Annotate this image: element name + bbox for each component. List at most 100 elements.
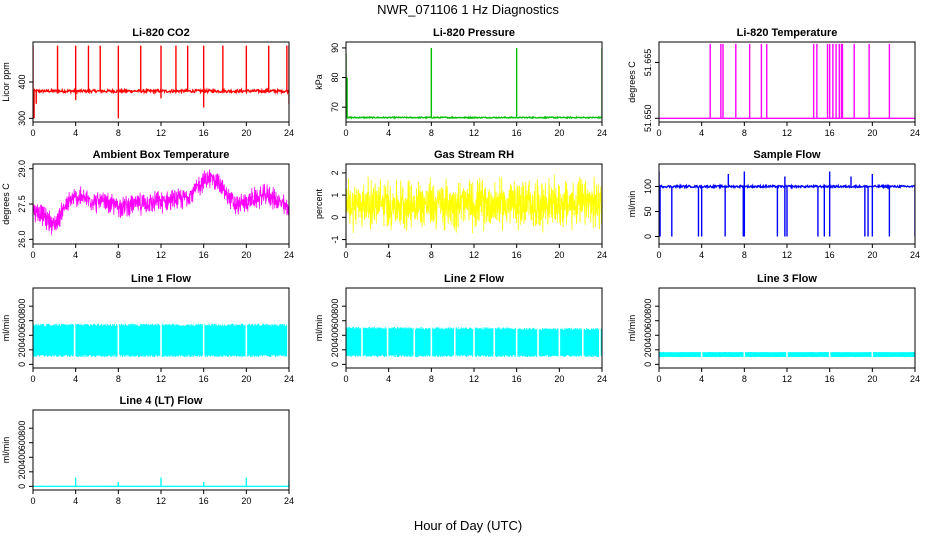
y-tick-label: 51.650 [643, 105, 653, 133]
series-pressure [346, 47, 602, 120]
x-tick-label: 12 [469, 250, 479, 260]
x-tick-label: 4 [386, 250, 391, 260]
x-tick-label: 16 [512, 374, 522, 384]
data-line [346, 174, 602, 234]
y-tick-label: 800 [17, 299, 27, 314]
y-tick-label: 800 [643, 299, 653, 314]
panel-box_temp: Ambient Box Temperature degrees C 0 4 8 12 16 2… [1, 149, 294, 260]
plot-frame [345, 41, 603, 123]
x-tick-label: 8 [116, 496, 121, 506]
y-axis-label: ml/min [627, 191, 637, 218]
y-tick-label: 0 [643, 234, 653, 239]
x-tick-label: 8 [429, 374, 434, 384]
x-tick-label: 24 [284, 250, 294, 260]
x-tick-label: 8 [742, 128, 747, 138]
x-tick-label: 20 [554, 250, 564, 260]
series-box_temp [33, 169, 289, 235]
y-tick-label: 0 [330, 215, 340, 220]
panel-title: Li-820 Pressure [433, 27, 515, 39]
x-tick-label: 16 [512, 250, 522, 260]
y-tick-label: 600 [17, 435, 27, 450]
x-tick-label: 20 [554, 128, 564, 138]
x-tick-label: 4 [386, 374, 391, 384]
x-tick-label: 12 [782, 374, 792, 384]
y-tick-label: 200 [330, 342, 340, 357]
x-axis-label: Hour of Day (UTC) [413, 518, 523, 533]
x-tick-label: 12 [156, 128, 166, 138]
y-tick-label: 70 [330, 102, 340, 112]
x-tick-label: 24 [910, 128, 920, 138]
y-tick-label: 0 [17, 362, 27, 367]
x-tick-label: 0 [30, 250, 35, 260]
x-tick-label: 4 [73, 496, 78, 506]
x-tick-label: 24 [910, 250, 920, 260]
y-tick-label: 400 [17, 450, 27, 465]
series-co2 [33, 45, 289, 119]
panel-title: Li-820 Temperature [737, 27, 838, 39]
y-tick-label: 400 [330, 328, 340, 343]
y-tick-label: 1 [330, 193, 340, 198]
x-tick-label: 24 [597, 250, 607, 260]
x-tick-label: 0 [656, 250, 661, 260]
panel-line1: Line 1 Flow ml/min 0 4 8 12 16 20 24 0 20040060080… [1, 273, 294, 384]
x-tick-label: 24 [597, 128, 607, 138]
x-tick-label: 0 [343, 128, 348, 138]
x-tick-label: 16 [199, 374, 209, 384]
x-tick-label: 20 [241, 374, 251, 384]
y-tick-label: 600 [643, 313, 653, 328]
x-tick-label: 0 [656, 374, 661, 384]
series-line1 [33, 323, 289, 358]
panel-title: Gas Stream RH [434, 149, 514, 161]
y-tick-label: 51.665 [643, 49, 653, 77]
y-tick-label: 0 [17, 484, 27, 489]
x-tick-label: 20 [554, 374, 564, 384]
panel-title: Li-820 CO2 [132, 27, 189, 39]
x-tick-label: 4 [73, 374, 78, 384]
y-tick-label: 300 [17, 111, 27, 126]
x-tick-label: 12 [782, 128, 792, 138]
y-axis-label: Licor ppm [1, 62, 11, 102]
x-tick-label: 8 [429, 128, 434, 138]
y-axis-label: ml/min [1, 315, 11, 342]
y-tick-label: 80 [330, 73, 340, 83]
y-axis-label: degrees C [627, 61, 637, 103]
panel-title: Ambient Box Temperature [93, 149, 230, 161]
x-tick-label: 8 [429, 250, 434, 260]
y-tick-label: 400 [643, 328, 653, 343]
y-tick-label: 800 [17, 421, 27, 436]
y-tick-label: 600 [330, 313, 340, 328]
x-tick-label: 20 [241, 128, 251, 138]
x-tick-label: 20 [867, 374, 877, 384]
plot-frame [658, 41, 916, 123]
x-tick-label: 16 [199, 128, 209, 138]
x-tick-label: 20 [241, 496, 251, 506]
y-axis-label: ml/min [1, 437, 11, 464]
y-tick-label: 200 [17, 342, 27, 357]
series-line3 [659, 351, 915, 358]
y-tick-label: 26.0 [17, 231, 27, 249]
y-tick-label: 90 [330, 43, 340, 53]
panel-line2: Line 2 Flow ml/min 0 4 8 12 16 20 24 0 20040060080… [314, 273, 607, 384]
x-tick-label: 16 [199, 250, 209, 260]
x-tick-label: 24 [284, 128, 294, 138]
y-axis-label: percent [314, 188, 324, 219]
panel-title: Line 1 Flow [131, 273, 191, 285]
x-tick-label: 24 [597, 374, 607, 384]
panel-licor_temp: Li-820 Temperature degrees C 0 4 8 12 16 20 24 51… [627, 27, 920, 138]
x-tick-label: 4 [73, 128, 78, 138]
panel-line4: Line 4 (LT) Flow ml/min 0 4 8 12 16 20 24 0 200400… [1, 395, 294, 506]
x-tick-label: 12 [469, 374, 479, 384]
x-tick-label: 0 [30, 374, 35, 384]
x-tick-label: 12 [156, 496, 166, 506]
panel-sample_flow: Sample Flow ml/min 0 4 8 12 16 20 24 0 50 100 [627, 149, 920, 260]
y-tick-label: 27.5 [17, 195, 27, 213]
y-tick-label: 600 [17, 313, 27, 328]
data-line [33, 169, 289, 235]
y-axis-label: kPa [314, 74, 324, 90]
x-tick-label: 0 [30, 496, 35, 506]
x-tick-label: 8 [116, 128, 121, 138]
x-tick-label: 4 [73, 250, 78, 260]
y-tick-label: -1 [330, 236, 340, 244]
